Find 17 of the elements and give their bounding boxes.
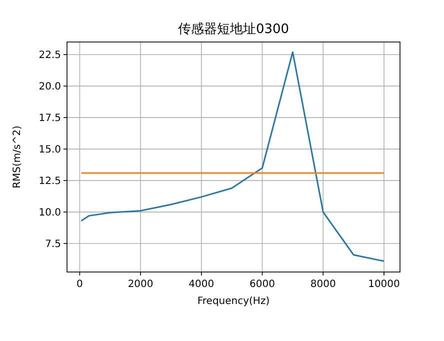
y-tick-label: 22.5 <box>38 50 61 62</box>
x-tick-label: 2000 <box>128 279 154 290</box>
x-tick-label: 8000 <box>310 279 336 290</box>
line-series <box>80 51 385 262</box>
x-tick-label: 10000 <box>368 279 400 290</box>
chart-title: 传感器短地址0300 <box>178 22 290 37</box>
x-axis-title: Frequency(Hz) <box>197 296 270 307</box>
y-tick-label: 7.5 <box>45 239 61 250</box>
y-tick-label: 17.5 <box>38 113 61 124</box>
y-tick-label: 12.5 <box>38 176 61 188</box>
x-tick-label: 4000 <box>188 279 214 290</box>
y-tick-label: 20.0 <box>38 82 61 93</box>
x-tick-label: 0 <box>76 279 83 290</box>
y-axis-title: RMS(m/s^2) <box>12 126 23 188</box>
y-tick-label: 10.0 <box>38 208 61 219</box>
y-tick-label: 15.0 <box>38 144 61 156</box>
x-tick-label: 6000 <box>250 279 275 290</box>
